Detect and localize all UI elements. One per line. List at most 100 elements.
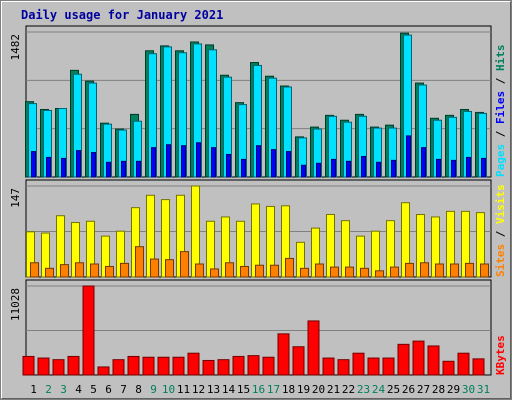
- visits-panel-bar-sites-day-9: [150, 258, 159, 278]
- hits-panel-bar-pages-day-3: [61, 157, 66, 178]
- hits-panel-bar-pages-day-20: [316, 162, 321, 178]
- kbytes-panel-bar-kbytes-day-11: [172, 356, 185, 376]
- kbytes-panel-bar-kbytes-day-24: [367, 357, 380, 376]
- visits-panel-label-separator: /: [494, 224, 507, 244]
- hits-panel-bar-pages-day-12: [196, 142, 201, 178]
- kbytes-panel-bar-kbytes-day-7: [112, 359, 125, 376]
- x-label-day-4: 4: [75, 383, 82, 396]
- visits-panel-bar-sites-day-10: [165, 259, 174, 278]
- x-label-day-13: 13: [207, 383, 220, 396]
- visits-panel-series-labels: Sites / Visits: [494, 184, 507, 277]
- x-label-day-10: 10: [162, 383, 175, 396]
- chart-panels: 1482 Pages / Files / Hits 147 Sites / Visit…: [9, 25, 507, 376]
- visits-panel-label-visits: Visits: [494, 184, 507, 224]
- visits-panel-bar-sites-day-24: [375, 270, 384, 278]
- visits-panel-bar-sites-day-25: [390, 266, 399, 278]
- x-label-day-17: 17: [267, 383, 280, 396]
- hits-panel-bar-pages-day-31: [481, 157, 486, 178]
- x-label-day-30: 30: [462, 383, 475, 396]
- x-label-day-20: 20: [312, 383, 325, 396]
- kbytes-panel-bar-kbytes-day-1: [22, 355, 35, 376]
- kbytes-panel-bar-kbytes-day-12: [187, 352, 200, 376]
- x-label-day-11: 11: [177, 383, 190, 396]
- hits-panel-bar-pages-day-21: [331, 158, 336, 178]
- hits-panel-bar-pages-day-24: [376, 161, 381, 178]
- x-label-day-1: 1: [30, 383, 37, 396]
- kbytes-panel-bar-kbytes-day-14: [217, 359, 230, 376]
- x-label-day-31: 31: [477, 383, 490, 396]
- hits-panel-bar-pages-day-25: [391, 159, 396, 178]
- visits-panel-bar-sites-day-13: [210, 268, 219, 278]
- x-label-day-7: 7: [120, 383, 127, 396]
- kbytes-panel-bar-kbytes-day-2: [37, 357, 50, 376]
- hits-panel-bar-pages-day-17: [271, 149, 276, 178]
- kbytes-panel-bar-kbytes-day-13: [202, 359, 215, 376]
- x-label-day-8: 8: [135, 383, 142, 396]
- kbytes-panel-bar-kbytes-day-8: [127, 355, 140, 376]
- visits-panel-bar-sites-day-31: [480, 263, 489, 278]
- hits-panel-bar-pages-day-28: [436, 158, 441, 178]
- x-label-day-6: 6: [105, 383, 112, 396]
- hits-panel-label-pages: Pages: [494, 144, 507, 177]
- visits-panel-bar-sites-day-19: [300, 267, 309, 278]
- visits-panel-bar-sites-day-14: [225, 262, 234, 278]
- visits-panel-bar-sites-day-18: [285, 257, 294, 278]
- hits-panel-bar-pages-day-6: [106, 161, 111, 178]
- kbytes-panel-bar-kbytes-day-6: [97, 366, 110, 376]
- kbytes-panel-bar-kbytes-day-10: [157, 356, 170, 376]
- hits-panel-ymax-label: 1482: [9, 34, 22, 61]
- hits-panel-bar-pages-day-29: [451, 159, 456, 178]
- visits-panel-bar-sites-day-20: [315, 263, 324, 278]
- hits-panel-bar-pages-day-2: [46, 156, 51, 178]
- hits-panel-bar-pages-day-26: [406, 135, 411, 178]
- x-label-day-29: 29: [447, 383, 460, 396]
- visits-panel-bar-visits-day-12: [191, 185, 200, 278]
- kbytes-panel-bar-kbytes-day-3: [52, 359, 65, 376]
- hits-panel-bar-pages-day-18: [286, 151, 291, 178]
- chart-title: Daily usage for January 2021: [21, 8, 223, 22]
- x-label-day-9: 9: [150, 383, 157, 396]
- kbytes-panel-label-kbytes: KBytes: [494, 335, 507, 375]
- kbytes-panel-bar-kbytes-day-9: [142, 356, 155, 376]
- kbytes-panel-bar-kbytes-day-31: [472, 358, 485, 376]
- visits-panel-bar-sites-day-8: [135, 246, 144, 278]
- visits-panel-label-sites: Sites: [494, 244, 507, 277]
- visits-panel-bar-sites-day-28: [435, 263, 444, 278]
- hits-panel-bar-pages-day-23: [361, 155, 366, 178]
- kbytes-panel-bar-kbytes-day-25: [382, 357, 395, 376]
- x-label-day-21: 21: [327, 383, 340, 396]
- kbytes-panel-bar-kbytes-day-26: [397, 343, 410, 376]
- x-label-day-18: 18: [282, 383, 295, 396]
- hits-panel-bar-pages-day-15: [241, 158, 246, 178]
- x-label-day-16: 16: [252, 383, 265, 396]
- visits-panel-bar-visits-day-24: [371, 230, 380, 278]
- visits-panel-bar-sites-day-2: [45, 267, 54, 278]
- kbytes-panel-bar-kbytes-day-15: [232, 355, 245, 376]
- kbytes-panel-bar-kbytes-day-23: [352, 352, 365, 376]
- hits-panel-label-separator: /: [494, 124, 507, 144]
- visits-panel-bar-sites-day-1: [30, 262, 39, 278]
- kbytes-panel-bar-kbytes-day-21: [322, 357, 335, 376]
- kbytes-panel-bar-kbytes-day-16: [247, 355, 260, 376]
- visits-panel-bar-sites-day-7: [120, 262, 129, 278]
- visits-panel-bar-sites-day-3: [60, 264, 69, 278]
- hits-panel-bar-pages-day-10: [166, 144, 171, 178]
- x-label-day-15: 15: [237, 383, 250, 396]
- x-label-day-3: 3: [60, 383, 67, 396]
- hits-panel-bar-pages-day-9: [151, 147, 156, 178]
- visits-panel-bar-sites-day-6: [105, 265, 114, 278]
- kbytes-panel-bar-kbytes-day-17: [262, 356, 275, 376]
- kbytes-panel-bar-kbytes-day-22: [337, 359, 350, 376]
- visits-panel-bar-sites-day-12: [195, 263, 204, 278]
- x-label-day-23: 23: [357, 383, 370, 396]
- hits-panel-bar-pages-day-8: [136, 160, 141, 178]
- x-label-day-2: 2: [45, 383, 52, 396]
- visits-panel-bar-sites-day-21: [330, 266, 339, 278]
- hits-panel-bar-pages-day-14: [226, 153, 231, 178]
- x-label-day-28: 28: [432, 383, 445, 396]
- visits-panel: 147 Sites / Visits: [9, 179, 507, 278]
- kbytes-panel-bar-kbytes-day-29: [442, 360, 455, 376]
- hits-panel-bar-pages-day-19: [301, 164, 306, 178]
